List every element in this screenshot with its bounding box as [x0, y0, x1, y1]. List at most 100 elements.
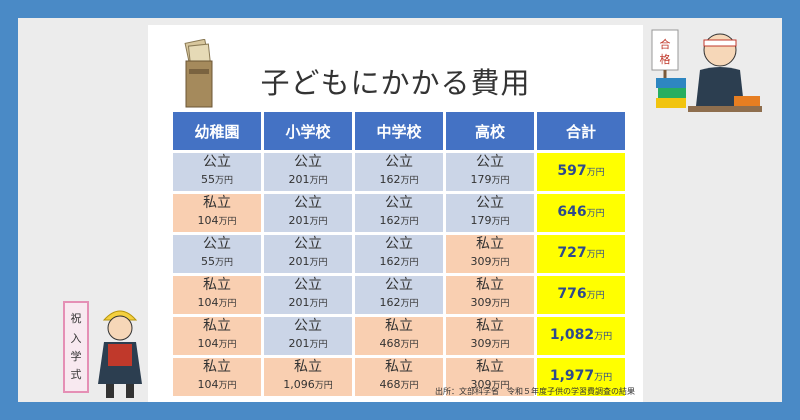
school-type-label: 公立 [385, 277, 413, 293]
school-type-label: 私立 [476, 236, 504, 252]
school-type-label: 公立 [476, 195, 504, 211]
unit-label: 万円 [491, 381, 510, 391]
total-cell: 597万円 [537, 153, 625, 191]
table-row: 私立 104万円 公立 201万円 公立 162万円 私立 309万円 776万円 [173, 276, 625, 314]
cost-amount: 162万円 [379, 255, 419, 268]
unit-label: 万円 [491, 340, 510, 350]
table-row: 私立 104万円 公立 201万円 公立 162万円 公立 179万円 646万円 [173, 194, 625, 232]
svg-text:式: 式 [71, 368, 82, 381]
total-cell: 646万円 [537, 194, 625, 232]
school-cost-cell: 公立 179万円 [446, 153, 534, 191]
school-cost-cell: 私立 309万円 [446, 317, 534, 355]
school-type-label: 私立 [203, 195, 231, 211]
cost-amount: 201万円 [288, 214, 328, 227]
unit-label: 万円 [309, 299, 328, 309]
table-body: 公立 55万円 公立 201万円 公立 162万円 公立 179万円 597万円 私立 104万円公… [173, 153, 625, 396]
school-type-label: 私立 [385, 359, 413, 375]
school-type-label: 私立 [203, 318, 231, 334]
unit-label: 万円 [309, 176, 328, 186]
cost-amount: 104万円 [197, 378, 237, 391]
cost-table: 幼稚園 小学校 中学校 高校 合計 公立 55万円 公立 201万円 公立 162万円 公立 179万… [170, 109, 628, 399]
total-cell: 1,082万円 [537, 317, 625, 355]
total-cell: 727万円 [537, 235, 625, 273]
school-type-label: 私立 [476, 359, 504, 375]
unit-label: 万円 [218, 217, 237, 227]
svg-text:格: 格 [660, 52, 671, 66]
school-cost-cell: 公立 162万円 [355, 235, 443, 273]
unit-label: 万円 [586, 249, 605, 260]
unit-label: 万円 [586, 208, 605, 219]
school-cost-cell: 公立 179万円 [446, 194, 534, 232]
school-type-label: 公立 [203, 236, 231, 252]
column-header: 小学校 [264, 112, 352, 150]
school-type-label: 公立 [385, 236, 413, 252]
svg-text:学: 学 [71, 349, 82, 363]
unit-label: 万円 [400, 258, 419, 268]
unit-label: 万円 [400, 299, 419, 309]
cost-amount: 201万円 [288, 255, 328, 268]
table-row: 私立 104万円 私立 1,096万円 私立 468万円 私立 309万円 1,977万円 [173, 358, 625, 396]
cost-amount: 179万円 [470, 214, 510, 227]
cost-amount: 201万円 [288, 173, 328, 186]
cost-amount: 162万円 [379, 173, 419, 186]
unit-label: 万円 [309, 340, 328, 350]
school-cost-cell: 私立 104万円 [173, 317, 261, 355]
svg-text:入: 入 [71, 332, 82, 345]
table-row: 公立 55万円 公立 201万円 公立 162万円 公立 179万円 597万円 [173, 153, 625, 191]
school-type-label: 私立 [385, 318, 413, 334]
total-cell: 776万円 [537, 276, 625, 314]
money-envelope-icon [184, 39, 213, 108]
school-cost-cell: 公立 201万円 [264, 276, 352, 314]
school-cost-cell: 私立 309万円 [446, 358, 534, 396]
cost-amount: 309万円 [470, 296, 510, 309]
school-cost-cell: 私立 309万円 [446, 235, 534, 273]
school-cost-cell: 公立 55万円 [173, 153, 261, 191]
page-title: 子どもにかかる費用 [260, 66, 531, 100]
school-type-label: 公立 [294, 318, 322, 334]
school-type-label: 公立 [294, 236, 322, 252]
school-type-label: 公立 [476, 154, 504, 170]
school-type-label: 公立 [385, 154, 413, 170]
school-type-label: 私立 [294, 359, 322, 375]
column-header: 合計 [537, 112, 625, 150]
svg-text:合: 合 [660, 37, 671, 51]
cost-amount: 55万円 [200, 173, 233, 186]
cost-amount: 468万円 [379, 337, 419, 350]
unit-label: 万円 [586, 290, 605, 301]
unit-label: 万円 [314, 381, 333, 391]
unit-label: 万円 [218, 299, 237, 309]
school-cost-cell: 公立 201万円 [264, 153, 352, 191]
unit-label: 万円 [594, 372, 613, 383]
column-header: 中学校 [355, 112, 443, 150]
cost-amount: 201万円 [288, 296, 328, 309]
cost-amount: 468万円 [379, 378, 419, 391]
column-header: 高校 [446, 112, 534, 150]
column-header: 幼稚園 [173, 112, 261, 150]
school-type-label: 私立 [476, 318, 504, 334]
unit-label: 万円 [218, 340, 237, 350]
unit-label: 万円 [491, 176, 510, 186]
cost-amount: 162万円 [379, 296, 419, 309]
school-type-label: 公立 [203, 154, 231, 170]
school-type-label: 私立 [203, 277, 231, 293]
unit-label: 万円 [309, 217, 328, 227]
table-header-row: 幼稚園 小学校 中学校 高校 合計 [173, 112, 625, 150]
school-entrance-girl-illustration: 祝 入 学 式 [63, 301, 142, 398]
cost-amount: 55万円 [200, 255, 233, 268]
unit-label: 万円 [400, 217, 419, 227]
cost-amount: 104万円 [197, 337, 237, 350]
school-cost-cell: 公立 162万円 [355, 276, 443, 314]
table-row: 私立 104万円 公立 201万円 私立 468万円 私立 309万円 1,082万円 [173, 317, 625, 355]
table-row: 公立 55万円 公立 201万円 公立 162万円 私立 309万円 727万円 [173, 235, 625, 273]
school-cost-cell: 公立 201万円 [264, 194, 352, 232]
unit-label: 万円 [491, 217, 510, 227]
svg-text:祝: 祝 [71, 311, 82, 325]
school-type-label: 公立 [294, 277, 322, 293]
unit-label: 万円 [400, 381, 419, 391]
cost-amount: 201万円 [288, 337, 328, 350]
school-type-label: 公立 [385, 195, 413, 211]
content-card: 子どもにかかる費用 幼稚園 小学校 中学校 高校 合計 公立 55万円 公立 201万円 公立 1… [148, 25, 643, 402]
unit-label: 万円 [491, 299, 510, 309]
school-cost-cell: 公立 162万円 [355, 194, 443, 232]
cost-amount: 162万円 [379, 214, 419, 227]
